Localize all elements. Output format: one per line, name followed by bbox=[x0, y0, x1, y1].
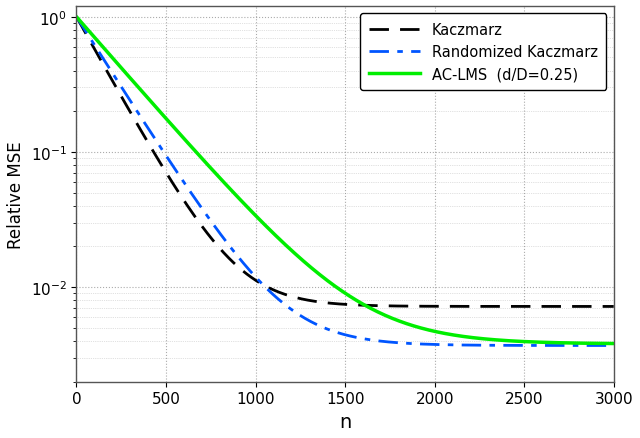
Kaczmarz bbox=[431, 304, 439, 309]
Kaczmarz bbox=[389, 304, 397, 309]
AC-LMS  (d/D=0.25) bbox=[477, 336, 485, 341]
Randomized Kaczmarz bbox=[389, 340, 397, 345]
Line: Randomized Kaczmarz: Randomized Kaczmarz bbox=[76, 18, 614, 346]
Randomized Kaczmarz bbox=[316, 323, 323, 328]
Randomized Kaczmarz bbox=[72, 15, 80, 20]
Line: Kaczmarz: Kaczmarz bbox=[76, 18, 614, 307]
Kaczmarz bbox=[168, 179, 175, 184]
Legend: Kaczmarz, Randomized Kaczmarz, AC-LMS  (d/D=0.25): Kaczmarz, Randomized Kaczmarz, AC-LMS (d… bbox=[360, 14, 607, 91]
AC-LMS  (d/D=0.25) bbox=[610, 341, 618, 346]
AC-LMS  (d/D=0.25) bbox=[168, 123, 175, 128]
Kaczmarz bbox=[610, 304, 618, 309]
Kaczmarz bbox=[211, 240, 218, 245]
AC-LMS  (d/D=0.25) bbox=[431, 329, 439, 334]
Kaczmarz bbox=[72, 15, 80, 20]
Kaczmarz bbox=[477, 304, 485, 309]
Randomized Kaczmarz bbox=[431, 342, 439, 347]
AC-LMS  (d/D=0.25) bbox=[316, 272, 323, 277]
Randomized Kaczmarz bbox=[211, 224, 218, 229]
Randomized Kaczmarz bbox=[168, 162, 175, 167]
Line: AC-LMS  (d/D=0.25): AC-LMS (d/D=0.25) bbox=[76, 18, 614, 344]
AC-LMS  (d/D=0.25) bbox=[211, 170, 218, 176]
X-axis label: n: n bbox=[339, 412, 351, 431]
Y-axis label: Relative MSE: Relative MSE bbox=[7, 141, 25, 248]
Kaczmarz bbox=[316, 300, 323, 305]
Randomized Kaczmarz bbox=[610, 343, 618, 348]
AC-LMS  (d/D=0.25) bbox=[389, 316, 397, 321]
Randomized Kaczmarz bbox=[477, 343, 485, 348]
AC-LMS  (d/D=0.25) bbox=[72, 15, 80, 20]
